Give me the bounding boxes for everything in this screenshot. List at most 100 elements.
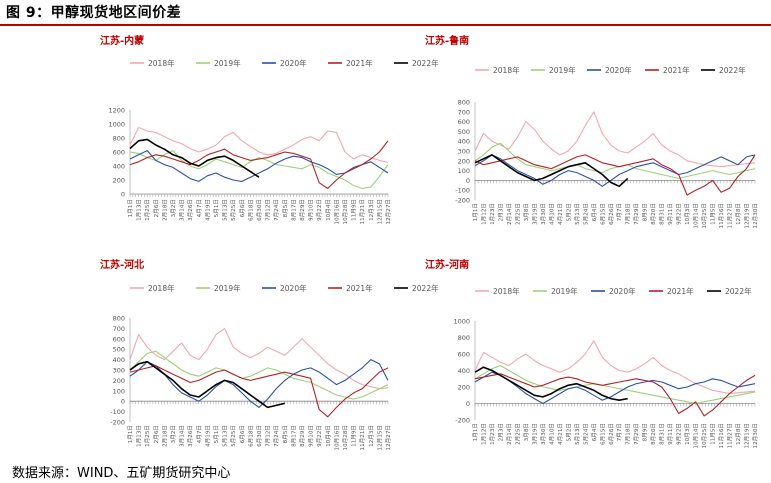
x-tick-label: 7月7日 [616, 423, 623, 441]
x-tick-label: 5月25日 [230, 199, 237, 221]
x-tick-label: 7月7日 [616, 203, 623, 221]
x-tick-label: 9月11日 [667, 423, 674, 445]
y-tick-label: 1000 [108, 121, 125, 129]
chart-title: 江苏-河南 [425, 260, 470, 271]
x-tick-label: 9月10日 [308, 199, 315, 221]
x-tick-label: 5月25日 [230, 425, 237, 447]
x-tick-label: 6月30日 [256, 425, 263, 447]
x-tick-label: 12月15日 [376, 425, 383, 450]
x-tick-label: 9月22日 [676, 203, 683, 225]
legend-label: 2021年 [346, 283, 373, 293]
x-tick-label: 8月20日 [650, 423, 657, 445]
source-note: 数据来源：WIND、五矿期货研究中心 [12, 466, 231, 481]
y-tick-label: 200 [113, 377, 125, 385]
series-line-2021年 [129, 365, 389, 418]
x-tick-label: 1月25日 [144, 425, 151, 447]
legend-label: 2021年 [663, 65, 690, 75]
series-line-2018年 [474, 340, 756, 395]
series-line-2018年 [474, 111, 756, 168]
series-line-2021年 [474, 373, 756, 417]
x-tick-label: 4月10日 [548, 423, 555, 445]
x-tick-label: 4月19日 [204, 425, 211, 447]
series-line-2018年 [129, 126, 389, 164]
legend-label: 2022年 [725, 286, 752, 296]
x-tick-label: 3月26日 [187, 199, 194, 221]
x-tick-label: 2月14日 [506, 423, 513, 445]
legend-label: 2018年 [148, 58, 175, 68]
x-tick-label: 6月15日 [599, 203, 606, 225]
legend-label: 2020年 [280, 58, 307, 68]
x-tick-label: 11月5日 [710, 203, 717, 225]
y-tick-label: 400 [113, 163, 125, 171]
x-tick-label: 8月20日 [650, 203, 657, 225]
x-tick-label: 1月1日 [472, 203, 479, 221]
legend-label: 2018年 [493, 65, 520, 75]
x-tick-label: 7月18日 [625, 423, 632, 445]
x-tick-label: 6月18日 [247, 425, 254, 447]
legend-label: 2021年 [346, 58, 373, 68]
y-tick-label: 0 [121, 191, 125, 199]
series-line-2020年 [129, 359, 389, 408]
x-tick-label: 10月16日 [333, 425, 340, 450]
x-tick-label: 5月1日 [213, 425, 220, 443]
x-tick-label: 10月4日 [325, 199, 332, 221]
x-tick-label: 12月3日 [368, 199, 375, 221]
x-tick-label: 10月3日 [684, 203, 691, 225]
chart-title: 江苏-鲁南 [425, 36, 470, 47]
y-tick-label: 700 [458, 108, 470, 116]
chart-panel-jiangsu-hebei: 江苏-河北 2018年 2019年 2020年 2021年 2022年 -200 -100 0… [100, 256, 460, 456]
x-tick-label: 5月2日 [565, 423, 572, 441]
x-tick-label: 12月27日 [385, 425, 392, 450]
x-tick-label: 2月3日 [497, 203, 504, 221]
x-tick-label: 8月5日 [282, 199, 289, 217]
x-tick-label: 3月19日 [531, 203, 538, 225]
series-line-2022年 [474, 366, 628, 401]
x-tick-label: 5月24日 [582, 423, 589, 445]
x-tick-label: 10月3日 [684, 423, 691, 445]
x-tick-label: 11月16日 [718, 203, 725, 228]
x-tick-label: 9月10日 [308, 425, 315, 447]
x-tick-label: 6月6日 [239, 425, 246, 443]
x-tick-label: 9月11日 [667, 203, 674, 225]
x-tick-label: 7月12日 [265, 199, 272, 221]
chart-title: 江苏-内蒙 [100, 36, 145, 47]
x-tick-label: 7月29日 [633, 423, 640, 445]
x-tick-label: 5月13日 [222, 425, 229, 447]
x-tick-label: 11月9日 [351, 199, 358, 221]
x-tick-label: 5月13日 [574, 423, 581, 445]
y-tick-label: 500 [458, 128, 470, 136]
y-tick-label: 800 [113, 135, 125, 143]
x-tick-label: 12月30日 [752, 423, 759, 448]
series-line-2020年 [474, 371, 756, 405]
x-tick-label: 3月14日 [179, 425, 186, 447]
x-tick-label: 10月28日 [342, 425, 349, 450]
legend-label: 2019年 [551, 286, 578, 296]
x-tick-label: 1月23日 [489, 423, 496, 445]
x-tick-label: 9月22日 [316, 425, 323, 447]
x-tick-label: 11月21日 [359, 199, 366, 224]
series-line-2022年 [474, 154, 629, 188]
y-tick-label: 0 [466, 177, 470, 185]
x-tick-label: 4月19日 [204, 199, 211, 221]
x-tick-label: 5月1日 [213, 199, 220, 217]
legend-label: 2019年 [214, 283, 241, 293]
x-tick-label: 11月16日 [718, 423, 725, 448]
y-tick-label: -200 [110, 419, 125, 427]
x-tick-label: 6月4日 [591, 203, 598, 221]
chart-svg: 2018年 2019年 2020年 2021年 2022年 0 200 400 600 800 10… [108, 58, 439, 224]
series-line-2022年 [129, 360, 285, 409]
x-tick-label: 12月19日 [744, 423, 751, 448]
y-tick-label: 300 [113, 367, 125, 375]
x-tick-label: 12月3日 [368, 425, 375, 447]
x-tick-label: 10月28日 [342, 199, 349, 224]
x-tick-label: 3月26日 [187, 425, 194, 447]
y-tick-label: 100 [113, 387, 125, 395]
x-tick-label: 1月1日 [127, 199, 134, 217]
y-tick-label: 200 [458, 157, 470, 165]
y-tick-label: 600 [113, 149, 125, 157]
x-tick-label: 12月27日 [385, 199, 392, 224]
x-tick-label: 2月25日 [514, 203, 521, 225]
chart-panel-jiangsu-neimeng: 江苏-内蒙 2018年 2019年 2020年 2021年 2022年 0 200 400 60… [100, 32, 460, 232]
y-tick-label: 1000 [453, 318, 470, 326]
x-tick-label: 6月26日 [608, 203, 615, 225]
